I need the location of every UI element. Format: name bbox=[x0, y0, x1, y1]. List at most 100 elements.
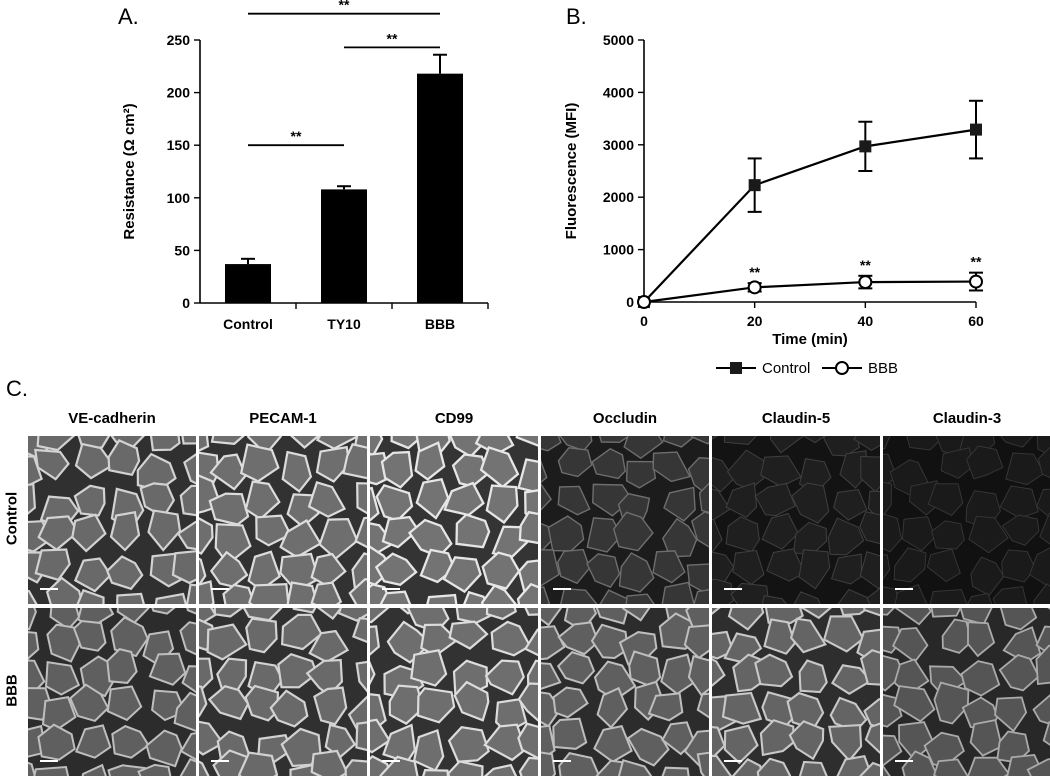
scale-bar bbox=[382, 760, 400, 762]
cell-outline bbox=[237, 751, 279, 776]
cell-outline bbox=[612, 511, 654, 552]
cell-outline bbox=[292, 608, 317, 614]
cell-outline bbox=[352, 617, 367, 643]
cell-outline bbox=[798, 760, 828, 776]
cell-outline bbox=[560, 587, 598, 604]
cell-outline bbox=[593, 725, 633, 763]
cell-outline bbox=[239, 443, 280, 483]
cell-outline bbox=[862, 608, 880, 617]
cell-outline bbox=[426, 593, 458, 604]
cell-outline bbox=[586, 553, 621, 588]
cell-outline bbox=[591, 447, 626, 480]
cell-outline bbox=[374, 552, 418, 587]
cell-outline bbox=[181, 665, 196, 694]
y-tick-label: 0 bbox=[626, 294, 634, 310]
cell-outline bbox=[1005, 452, 1045, 486]
cell-outline bbox=[28, 608, 37, 631]
cell-outline bbox=[687, 654, 709, 697]
micrograph-image bbox=[199, 436, 367, 604]
cell-outline bbox=[388, 684, 425, 725]
cell-outline bbox=[866, 587, 880, 604]
significance-label: ** bbox=[339, 0, 350, 13]
cell-outline bbox=[926, 548, 961, 583]
bar-ty10 bbox=[321, 189, 367, 303]
cell-outline bbox=[484, 659, 525, 696]
cell-outline bbox=[106, 685, 143, 722]
cell-outline bbox=[693, 589, 709, 604]
cell-outline bbox=[968, 515, 1009, 554]
cell-outline bbox=[864, 722, 880, 755]
cell-outline bbox=[931, 520, 965, 550]
cell-outline bbox=[992, 586, 1028, 604]
legend-label-control: Control bbox=[762, 360, 810, 377]
cell-outline bbox=[662, 517, 698, 558]
cell-outline bbox=[356, 482, 367, 515]
cell-outline bbox=[839, 450, 868, 489]
cell-outline bbox=[763, 618, 796, 655]
cell-outline bbox=[324, 723, 357, 759]
cell-outline bbox=[661, 581, 695, 604]
cell-outline bbox=[833, 488, 868, 521]
cell-outline bbox=[1037, 446, 1050, 478]
cell-outline bbox=[36, 436, 76, 452]
cell-outline bbox=[625, 593, 655, 604]
cell-outline bbox=[652, 451, 691, 483]
cell-outline bbox=[105, 555, 144, 591]
cell-outline bbox=[179, 621, 196, 656]
cell-outline bbox=[518, 756, 538, 776]
cell-outline bbox=[663, 486, 696, 522]
cell-outline bbox=[447, 726, 490, 763]
cell-outline bbox=[307, 481, 347, 518]
data-point-control bbox=[970, 123, 982, 136]
cell-outline bbox=[386, 620, 432, 664]
significance-label: ** bbox=[387, 30, 398, 46]
cell-outline bbox=[208, 492, 250, 526]
column-title: Claudin-3 bbox=[932, 410, 1002, 427]
cell-outline bbox=[595, 608, 630, 625]
cell-outline bbox=[725, 482, 758, 519]
cell-outline bbox=[517, 722, 538, 760]
significance-label: ** bbox=[971, 254, 982, 270]
cell-outline bbox=[171, 550, 196, 585]
cell-outline bbox=[517, 682, 538, 722]
cell-outline bbox=[74, 724, 112, 759]
cell-outline bbox=[280, 613, 323, 651]
y-tick-label: 250 bbox=[167, 32, 191, 48]
cell-outline bbox=[416, 687, 456, 724]
cell-outline bbox=[313, 686, 348, 726]
cell-outline bbox=[933, 681, 970, 725]
cell-outline bbox=[788, 720, 825, 761]
cell-outline bbox=[209, 453, 248, 491]
cell-outline bbox=[712, 657, 726, 688]
cell-outline bbox=[690, 511, 709, 548]
cell-outline bbox=[33, 765, 70, 776]
cell-outline bbox=[154, 592, 187, 604]
significance-label: ** bbox=[860, 257, 871, 273]
cell-outline bbox=[147, 509, 182, 552]
cell-outline bbox=[598, 436, 631, 444]
cell-outline bbox=[370, 436, 384, 457]
fluorescence-line-chart: 0 1000 2000 3000 4000 5000 0 20 40 60 Time (min) Fl… bbox=[563, 32, 984, 377]
cell-outline bbox=[483, 763, 518, 776]
cell-outline bbox=[28, 589, 38, 604]
cell-outline bbox=[558, 751, 600, 776]
cell-outline bbox=[793, 591, 821, 604]
micrograph-image bbox=[199, 608, 367, 776]
cell-outline bbox=[73, 484, 106, 517]
cell-outline bbox=[348, 578, 367, 604]
cell-outline bbox=[286, 581, 319, 604]
cell-outline bbox=[199, 685, 208, 718]
cell-outline bbox=[727, 608, 765, 631]
cell-outline bbox=[830, 664, 873, 696]
cell-outline bbox=[107, 439, 141, 477]
cell-outline bbox=[290, 436, 320, 449]
cell-outline bbox=[44, 660, 81, 696]
x-tick-label: BBB bbox=[425, 316, 455, 332]
cell-outline bbox=[883, 764, 891, 776]
cell-outline bbox=[181, 436, 196, 445]
cell-outline bbox=[199, 580, 215, 604]
cell-outline bbox=[541, 549, 560, 587]
cell-outline bbox=[379, 590, 412, 604]
y-tick-label: 0 bbox=[182, 295, 190, 311]
cell-outline bbox=[210, 436, 246, 445]
